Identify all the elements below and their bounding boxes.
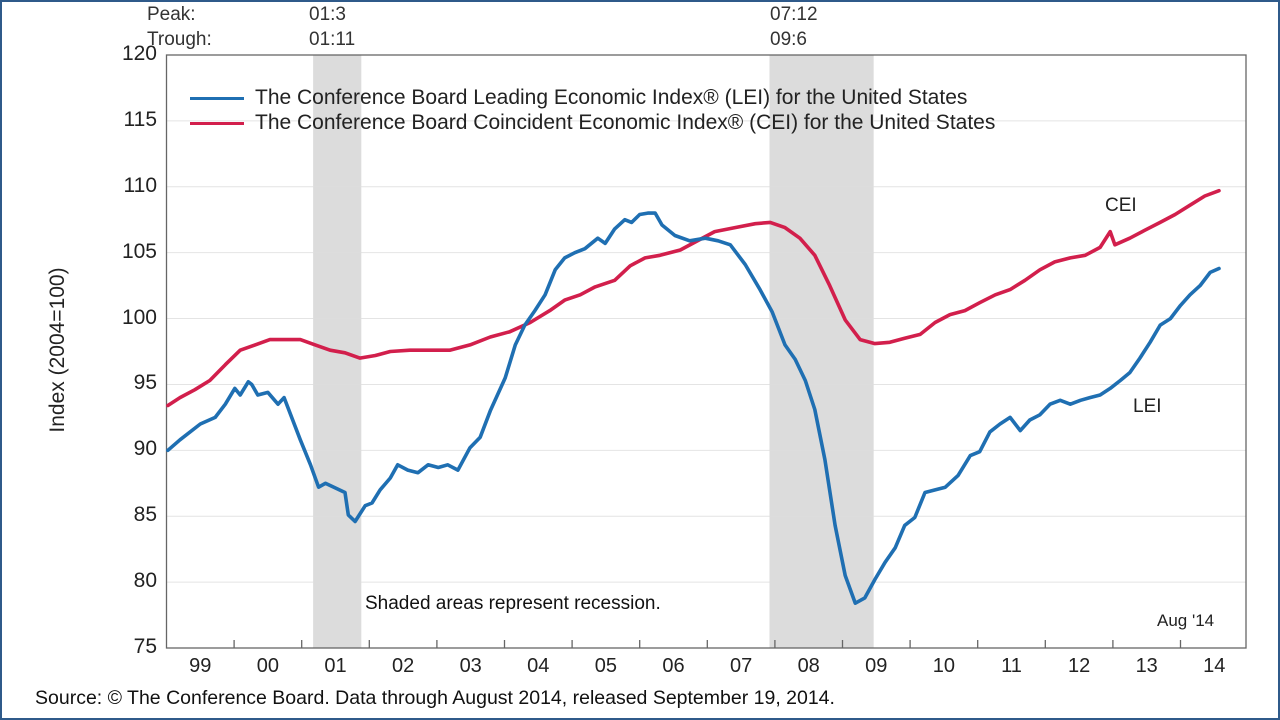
y-tick-label: 115 <box>123 107 157 131</box>
source-note: Source: © The Conference Board. Data thr… <box>35 687 835 709</box>
recession-2-trough: 09:6 <box>770 29 807 50</box>
y-axis-label: Index (2004=100) <box>46 267 69 433</box>
y-tick-label: 80 <box>133 569 157 593</box>
y-tick-label: 110 <box>123 173 157 197</box>
x-tick-label: 02 <box>391 655 415 677</box>
y-tick-label: 75 <box>133 635 157 658</box>
y-tick-label: 100 <box>121 305 157 329</box>
legend-cei-swatch <box>190 122 244 125</box>
x-tick-label: 05 <box>594 655 618 677</box>
y-tick-label: 95 <box>133 371 157 395</box>
x-tick-label: 11 <box>1001 655 1022 677</box>
series-line-cei <box>166 188 1221 408</box>
x-tick-label: 08 <box>797 655 820 677</box>
y-tick-label: 90 <box>133 437 157 461</box>
shading-note: Shaded areas represent recession. <box>365 593 661 614</box>
x-tick-label: 99 <box>189 655 212 677</box>
recession-1-peak: 01:3 <box>309 4 346 25</box>
peak-label: Peak: <box>147 4 196 25</box>
series-line-lei <box>166 211 1221 606</box>
data-through-label: Aug '14 <box>1157 611 1215 630</box>
recession-shade-overlay <box>769 55 874 648</box>
legend-cei-label: The Conference Board Coincident Economic… <box>255 111 996 134</box>
recession-2-peak: 07:12 <box>770 4 818 25</box>
x-tick-label: 03 <box>459 655 482 677</box>
x-tick-label: 13 <box>1135 655 1158 677</box>
lei-series-label: LEI <box>1133 396 1162 417</box>
x-tick-label: 14 <box>1203 655 1226 677</box>
recession-1-trough: 01:11 <box>309 29 356 50</box>
x-tick-label: 09 <box>865 655 888 677</box>
y-tick-label: 120 <box>121 42 157 65</box>
x-tick-label: 04 <box>527 655 550 677</box>
x-tick-label: 00 <box>256 655 280 677</box>
legend-lei-swatch <box>190 97 244 100</box>
y-tick-label: 105 <box>121 239 157 263</box>
plot-frame <box>165 54 1247 649</box>
x-tick-label: 07 <box>729 655 753 677</box>
x-tick-label: 06 <box>662 655 685 677</box>
cei-series-label: CEI <box>1105 195 1137 216</box>
x-tick-label: 10 <box>932 655 956 677</box>
x-tick-label: 12 <box>1067 655 1091 677</box>
y-tick-label: 85 <box>133 503 157 527</box>
legend-lei-label: The Conference Board Leading Economic In… <box>255 86 968 109</box>
x-tick-label: 01 <box>324 655 347 677</box>
trough-label: Trough: <box>147 29 212 50</box>
